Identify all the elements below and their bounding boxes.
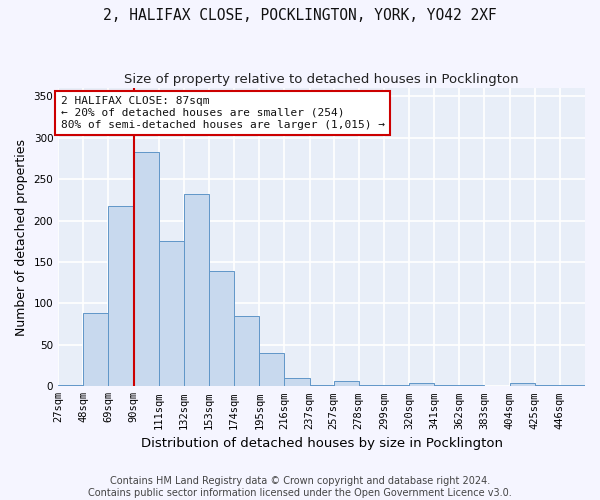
Bar: [334, 382, 359, 386]
Bar: [58, 384, 83, 386]
Title: Size of property relative to detached houses in Pocklington: Size of property relative to detached ho…: [124, 72, 519, 86]
Bar: [310, 384, 335, 386]
Bar: [284, 378, 310, 386]
Bar: [234, 316, 259, 386]
Y-axis label: Number of detached properties: Number of detached properties: [15, 138, 28, 336]
Bar: [259, 353, 284, 386]
Bar: [409, 383, 434, 386]
Text: 2, HALIFAX CLOSE, POCKLINGTON, YORK, YO42 2XF: 2, HALIFAX CLOSE, POCKLINGTON, YORK, YO4…: [103, 8, 497, 22]
Bar: [159, 242, 184, 386]
Bar: [184, 194, 209, 386]
Bar: [109, 206, 134, 386]
Text: 2 HALIFAX CLOSE: 87sqm
← 20% of detached houses are smaller (254)
80% of semi-de: 2 HALIFAX CLOSE: 87sqm ← 20% of detached…: [61, 96, 385, 130]
Text: Contains HM Land Registry data © Crown copyright and database right 2024.
Contai: Contains HM Land Registry data © Crown c…: [88, 476, 512, 498]
Bar: [509, 383, 535, 386]
Bar: [83, 314, 109, 386]
Bar: [359, 384, 384, 386]
X-axis label: Distribution of detached houses by size in Pocklington: Distribution of detached houses by size …: [140, 437, 503, 450]
Bar: [134, 152, 159, 386]
Bar: [209, 271, 234, 386]
